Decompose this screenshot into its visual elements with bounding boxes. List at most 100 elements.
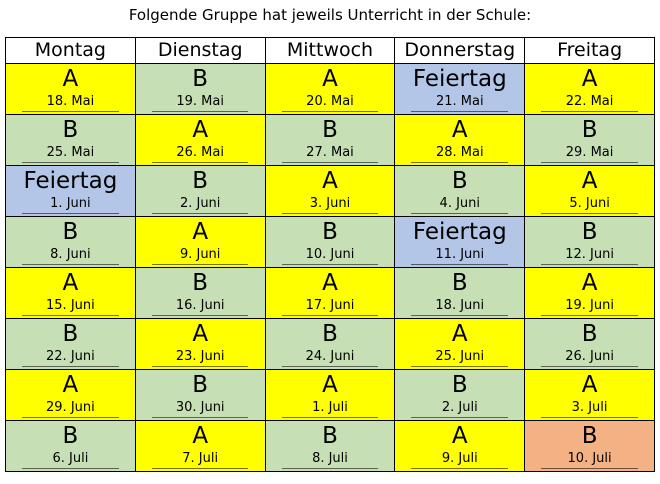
group-label: A — [581, 66, 598, 92]
date-label: 22. Juni — [22, 348, 119, 367]
table-row: B 25. Mai A 26. Mai B 27. Mai A 28. Mai B 29. Mai — [5, 114, 655, 166]
table-header: Montag Dienstag Mittwoch Donnerstag Frei… — [5, 37, 655, 64]
date-label: 18. Juni — [411, 297, 509, 316]
schedule-cell-donnerstag: A 28. Mai — [394, 114, 526, 166]
group-label: Feiertag — [412, 219, 507, 245]
table-row: A 18. Mai B 19. Mai A 20. Mai Feiertag 21. Mai A… — [5, 63, 655, 115]
date-label: 25. Mai — [22, 144, 119, 163]
group-label: A — [322, 66, 338, 92]
date-label: 29. Juni — [22, 399, 119, 418]
group-label: A — [322, 270, 338, 296]
schedule-cell-dienstag: B 19. Mai — [134, 63, 266, 115]
page-title: Folgende Gruppe hat jeweils Unterricht i… — [128, 6, 532, 24]
schedule-cell-donnerstag: Feiertag 21. Mai — [394, 63, 526, 115]
schedule-cell-mittwoch: A 3. Juni — [264, 165, 396, 217]
column-header-dienstag: Dienstag — [134, 37, 266, 64]
group-label: A — [62, 372, 79, 398]
schedule-cell-montag: B 22. Juni — [5, 318, 136, 370]
schedule-cell-dienstag: B 30. Juni — [134, 369, 266, 421]
group-label: B — [451, 270, 468, 296]
date-label: 9. Juni — [151, 246, 249, 265]
column-header-donnerstag: Donnerstag — [394, 37, 526, 64]
column-header-freitag: Freitag — [524, 37, 655, 64]
table-row: A 15. Juni B 16. Juni A 17. Juni B 18. Juni A 19.… — [5, 267, 655, 319]
table-row: B 6. Juli A 7. Juli B 8. Juli A 9. Juli B 10. Jul… — [5, 420, 655, 472]
column-header-montag: Montag — [5, 37, 136, 64]
schedule-cell-montag: B 6. Juli — [5, 420, 136, 472]
schedule-cell-donnerstag: B 4. Juni — [394, 165, 526, 217]
schedule-cell-montag: A 29. Juni — [5, 369, 136, 421]
date-label: 27. Mai — [281, 144, 379, 163]
date-label: 1. Juni — [22, 195, 119, 214]
schedule-cell-freitag: A 19. Juni — [524, 267, 655, 319]
group-label: B — [62, 321, 79, 347]
date-label: 19. Mai — [151, 93, 249, 112]
group-label: A — [322, 168, 338, 194]
schedule-cell-montag: A 18. Mai — [5, 63, 136, 115]
date-label: 12. Juni — [541, 246, 638, 265]
schedule-table: Montag Dienstag Mittwoch Donnerstag Frei… — [5, 37, 655, 472]
schedule-cell-mittwoch: A 1. Juli — [264, 369, 396, 421]
group-label: A — [192, 219, 209, 245]
schedule-cell-freitag: A 22. Mai — [524, 63, 655, 115]
date-label: 29. Mai — [541, 144, 638, 163]
schedule-cell-freitag: B 10. Juli — [524, 420, 655, 472]
date-label: 28. Mai — [411, 144, 509, 163]
group-label: Feiertag — [412, 66, 507, 92]
group-label: A — [581, 372, 598, 398]
group-label: B — [581, 423, 598, 449]
date-label: 6. Juli — [22, 450, 119, 469]
date-label: 10. Juni — [281, 246, 379, 265]
date-label: 3. Juli — [541, 399, 638, 418]
column-header-mittwoch: Mittwoch — [264, 37, 396, 64]
group-label: A — [451, 321, 468, 347]
date-label: 17. Juni — [281, 297, 379, 316]
group-label: B — [192, 168, 209, 194]
date-label: 26. Juni — [541, 348, 638, 367]
date-label: 1. Juli — [281, 399, 379, 418]
group-label: B — [451, 372, 468, 398]
date-label: 24. Juni — [281, 348, 379, 367]
group-label: A — [62, 270, 79, 296]
group-label: A — [322, 372, 338, 398]
schedule-cell-mittwoch: A 20. Mai — [264, 63, 396, 115]
group-label: B — [581, 219, 598, 245]
group-label: B — [581, 321, 598, 347]
schedule-cell-montag: A 15. Juni — [5, 267, 136, 319]
schedule-cell-mittwoch: B 8. Juli — [264, 420, 396, 472]
date-label: 8. Juli — [281, 450, 379, 469]
group-label: B — [192, 372, 209, 398]
schedule-cell-freitag: A 3. Juli — [524, 369, 655, 421]
date-label: 15. Juni — [22, 297, 119, 316]
schedule-cell-dienstag: B 16. Juni — [134, 267, 266, 319]
header-row: Montag Dienstag Mittwoch Donnerstag Frei… — [5, 37, 655, 64]
group-label: B — [322, 423, 338, 449]
schedule-cell-donnerstag: Feiertag 11. Juni — [394, 216, 526, 268]
date-label: 3. Juni — [281, 195, 379, 214]
schedule-cell-freitag: B 12. Juni — [524, 216, 655, 268]
date-label: 11. Juni — [411, 246, 509, 265]
date-label: 2. Juni — [151, 195, 249, 214]
table-row: B 22. Juni A 23. Juni B 24. Juni A 25. Juni B 26.… — [5, 318, 655, 370]
group-label: B — [192, 66, 209, 92]
group-label: B — [322, 117, 338, 143]
date-label: 9. Juli — [411, 450, 509, 469]
date-label: 19. Juni — [541, 297, 638, 316]
group-label: A — [451, 117, 468, 143]
schedule-cell-dienstag: A 26. Mai — [134, 114, 266, 166]
group-label: A — [192, 423, 209, 449]
schedule-cell-montag: B 25. Mai — [5, 114, 136, 166]
schedule-cell-mittwoch: B 10. Juni — [264, 216, 396, 268]
schedule-cell-donnerstag: B 18. Juni — [394, 267, 526, 319]
table-row: A 29. Juni B 30. Juni A 1. Juli B 2. Juli A 3. Ju… — [5, 369, 655, 421]
table-body: A 18. Mai B 19. Mai A 20. Mai Feiertag 21. Mai A… — [5, 63, 655, 472]
date-label: 21. Mai — [411, 93, 509, 112]
schedule-cell-freitag: A 5. Juni — [524, 165, 655, 217]
date-label: 5. Juni — [541, 195, 638, 214]
schedule-cell-freitag: B 26. Juni — [524, 318, 655, 370]
schedule-cell-freitag: B 29. Mai — [524, 114, 655, 166]
schedule-cell-dienstag: B 2. Juni — [134, 165, 266, 217]
schedule-cell-dienstag: A 9. Juni — [134, 216, 266, 268]
date-label: 10. Juli — [541, 450, 638, 469]
date-label: 23. Juni — [151, 348, 249, 367]
